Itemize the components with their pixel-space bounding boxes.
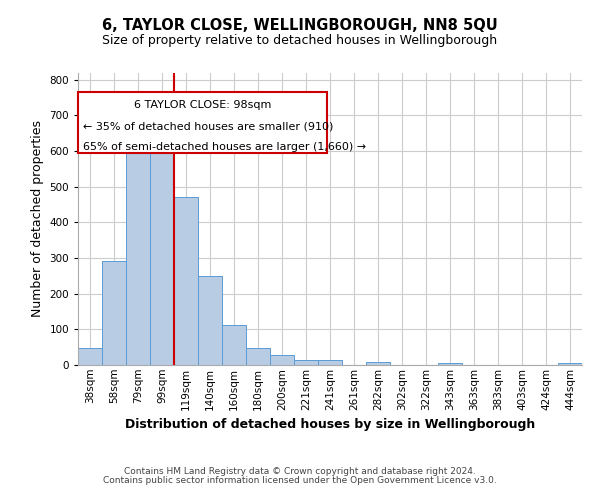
Bar	[102, 261, 126, 365]
Bar	[366, 362, 390, 365]
Bar	[222, 324, 246, 365]
Bar	[126, 138, 150, 365]
Y-axis label: Number of detached properties: Number of detached properties	[31, 120, 44, 318]
Text: 6 TAYLOR CLOSE: 98sqm: 6 TAYLOR CLOSE: 98sqm	[134, 100, 271, 110]
Text: ← 35% of detached houses are smaller (910): ← 35% of detached houses are smaller (91…	[83, 122, 334, 132]
FancyBboxPatch shape	[78, 92, 328, 153]
Text: 6, TAYLOR CLOSE, WELLINGBOROUGH, NN8 5QU: 6, TAYLOR CLOSE, WELLINGBOROUGH, NN8 5QU	[102, 18, 498, 32]
Bar	[78, 348, 102, 365]
X-axis label: Distribution of detached houses by size in Wellingborough: Distribution of detached houses by size …	[125, 418, 535, 431]
Bar	[270, 355, 294, 365]
Bar	[246, 348, 270, 365]
Text: Contains HM Land Registry data © Crown copyright and database right 2024.: Contains HM Land Registry data © Crown c…	[124, 467, 476, 476]
Bar	[318, 360, 342, 365]
Bar	[198, 276, 222, 365]
Bar	[558, 363, 582, 365]
Text: Size of property relative to detached houses in Wellingborough: Size of property relative to detached ho…	[103, 34, 497, 47]
Bar	[438, 362, 462, 365]
Text: 65% of semi-detached houses are larger (1,660) →: 65% of semi-detached houses are larger (…	[83, 142, 366, 152]
Bar	[294, 360, 318, 365]
Text: Contains public sector information licensed under the Open Government Licence v3: Contains public sector information licen…	[103, 476, 497, 485]
Bar	[150, 132, 174, 365]
Bar	[174, 198, 198, 365]
